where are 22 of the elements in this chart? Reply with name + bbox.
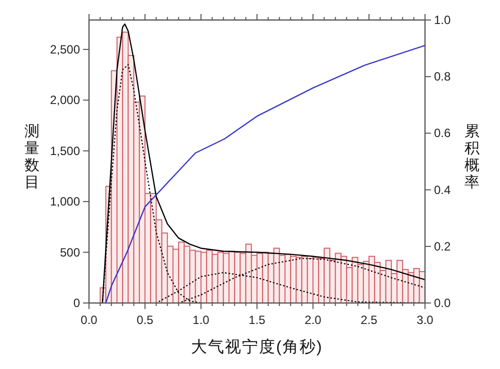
x-tick-label: 2.5 — [360, 313, 378, 327]
y2-axis-title: 累积概率 — [464, 123, 480, 191]
y-axis-title: 测量数目 — [24, 123, 40, 191]
y2-tick-label: 0.2 — [434, 239, 452, 254]
y2-tick-label: 0.4 — [434, 182, 452, 197]
x-tick-label: 2.0 — [304, 313, 322, 327]
y2-tick-label: 0.6 — [434, 126, 452, 140]
x-tick-label: 0.5 — [136, 313, 154, 327]
y-tick-label: 2,000 — [50, 93, 80, 108]
x-tick-label: 3.0 — [416, 313, 434, 327]
x-tick-label: 1.0 — [192, 313, 210, 327]
y-tick-label: 1,000 — [50, 194, 80, 209]
y-tick-label: 500 — [60, 245, 80, 260]
y2-tick-label: 1.0 — [434, 13, 452, 27]
y2-tick-label: 0.0 — [434, 296, 452, 310]
x-tick-label: 1.5 — [248, 313, 266, 327]
y-tick-label: 0 — [73, 296, 80, 310]
y2-tick-label: 0.8 — [434, 70, 452, 84]
y-tick-label: 1,500 — [50, 144, 80, 158]
x-tick-label: 0.0 — [80, 313, 98, 327]
y-tick-label: 2,500 — [50, 42, 80, 56]
x-axis-title: 大气视宁度(角秒) — [191, 338, 323, 356]
